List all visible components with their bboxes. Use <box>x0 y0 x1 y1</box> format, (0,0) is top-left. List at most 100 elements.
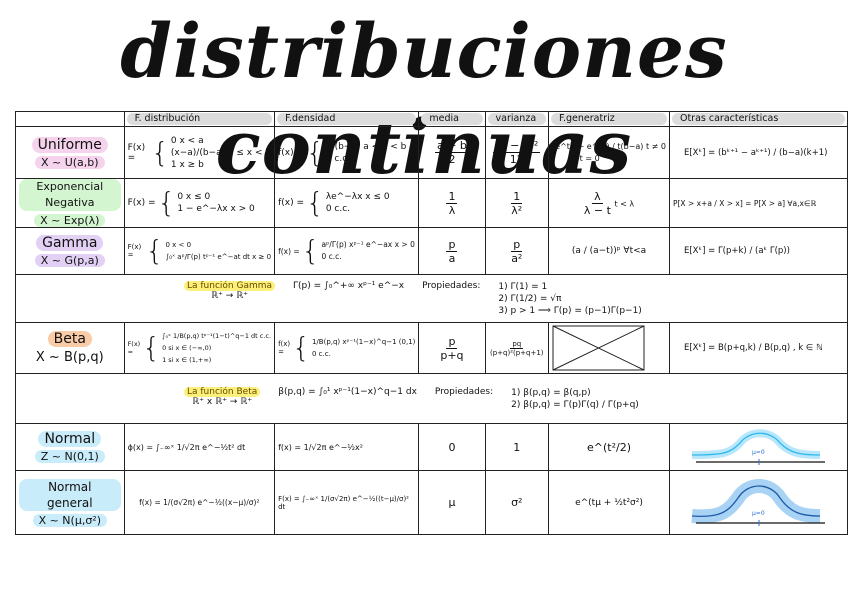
header-densidad: F.densidad <box>274 111 420 127</box>
beta-prop: 2) β(p,q) = Γ(p)Γ(q) / Γ(p+q) <box>511 399 639 410</box>
cdf-line: (x−a)/(b−a) a ≤ x < b <box>170 147 272 158</box>
normal-curve-icon <box>691 428 825 465</box>
mgf-cell: (e^tb − e^ta) / t(b−a) t ≠ 0 1 t = 0 <box>548 126 670 179</box>
row-uniforme: Uniforme X ~ U(a,b) F(x) ={0 x < a (x−a)/(… <box>15 126 848 179</box>
dist-name: Normal general <box>19 478 121 511</box>
row-gamma-function: La función Gamma ℝ⁺ → ℝ⁺ Γ(p) = ∫₀^+∞ xᵖ⁻… <box>15 274 848 323</box>
header-media: media <box>418 111 486 127</box>
mean-num: a + b <box>434 139 469 153</box>
mgf-num: λ <box>592 189 603 204</box>
dist-name: Uniforme <box>31 136 108 153</box>
var-den: 12 <box>509 153 524 166</box>
name-cell: Exponencial Negativa X ~ Exp(λ) <box>15 178 125 228</box>
variance-cell: pq (p+q)²(p+q+1) <box>484 322 550 374</box>
variance-cell: p a² <box>484 227 550 275</box>
mean-cell: p p+q <box>418 322 486 374</box>
var-den: a² <box>511 251 523 265</box>
dist-rv: X ~ N(μ,σ²) <box>32 513 107 527</box>
pdf-lhs: f(x) = <box>278 147 304 158</box>
cdf-line: ∫₀ˣ aᵖ/Γ(p) tᵖ⁻¹ e^−at dt x ≥ 0 <box>165 253 272 261</box>
beta-props-label: Propiedades: <box>434 386 494 397</box>
row-gamma: Gamma X ~ G(p,a) F(x) ={0 x < 0 ∫₀ˣ aᵖ/Γ(p… <box>15 227 848 275</box>
other-cell: P[X > x+a / X > x] = P[X > a] ∀a,x∈ℝ <box>668 178 848 228</box>
dist-rv: X ~ Exp(λ) <box>34 214 106 227</box>
pdf-cell: f(x) = 1/√2π e^−½x² <box>274 423 420 471</box>
curve-mu-label: μ=0 <box>751 448 765 456</box>
pdf-line: λe^−λx x ≤ 0 <box>325 192 390 202</box>
mgf-cond: t < λ <box>614 199 635 208</box>
beta-prop: 1) β(p,q) = β(q,p) <box>511 387 591 398</box>
dist-name: Beta <box>47 331 92 347</box>
header-varianza: varianza <box>484 111 550 127</box>
mean-den: a <box>448 251 456 265</box>
gamma-prop: 2) Γ(1/2) = √π <box>498 293 562 304</box>
mean-cell: 0 <box>418 423 486 471</box>
pdf-line: 1/B(p,q) xᵖ⁻¹(1−x)^q−1 (0,1) <box>311 338 416 346</box>
mean-den: λ <box>448 203 456 217</box>
variance-cell: σ² <box>484 470 550 535</box>
cdf-cell: f(x) = 1/(σ√2π) e^−½((x−μ)/σ)² <box>123 470 276 535</box>
mgf-cell: e^(tμ + ½t²σ²) <box>548 470 670 535</box>
cdf-lhs: F(x) = <box>127 340 141 356</box>
curve-cell: μ=0 <box>668 423 848 471</box>
var-num: p <box>511 237 523 252</box>
header-row: F. distribución F.densidad media varianz… <box>15 111 848 127</box>
variance-cell: (b − a)² 12 <box>484 126 550 179</box>
gamma-function-def: Γ(p) = ∫₀^+∞ xᵖ⁻¹ e^−x <box>293 280 405 291</box>
row-exponencial: Exponencial Negativa X ~ Exp(λ) F(x) ={0 … <box>15 178 848 228</box>
cdf-lhs: F(x) = <box>127 198 156 208</box>
name-cell: Uniforme X ~ U(a,b) <box>15 126 125 179</box>
cdf-line: 0 x < 0 <box>165 241 192 249</box>
cdf-line: 1 si x ∈ (1,+∞) <box>162 356 212 364</box>
distributions-table: F. distribución F.densidad media varianz… <box>15 111 848 535</box>
cdf-cell: ϕ(x) = ∫₋∞ˣ 1/√2π e^−½t² dt <box>123 423 276 471</box>
mean-den: p+q <box>440 348 464 362</box>
var-num: (b − a)² <box>493 139 541 153</box>
mean-num: p <box>446 237 458 252</box>
dist-name: Exponencial Negativa <box>19 179 121 211</box>
beta-function-domain: ℝ⁺ x ℝ⁺ → ℝ⁺ <box>192 396 253 407</box>
cdf-line: 1 x ≥ b <box>170 159 204 170</box>
mean-num: p <box>446 334 458 349</box>
gamma-prop: 3) p > 1 ⟹ Γ(p) = (p−1)Γ(p−1) <box>498 305 642 316</box>
curve-mu-label: μ=0 <box>751 509 765 517</box>
header-empty <box>15 111 125 127</box>
cdf-line: ∫₀ˣ 1/B(p,q) tᵖ⁻¹(1−t)^q−1 dt c.c. <box>162 332 272 340</box>
mean-den: 2 <box>448 153 456 166</box>
var-den: λ² <box>511 203 523 217</box>
row-beta-function: La función Beta ℝ⁺ x ℝ⁺ → ℝ⁺ β(p,q) = ∫₀¹… <box>15 373 848 424</box>
cdf-line: 0 si x ∈ (−∞,0) <box>162 344 212 352</box>
curve-cell: μ=0 <box>668 470 848 535</box>
mgf-line: 1 t = 0 <box>572 153 600 163</box>
beta-function-cell: La función Beta ℝ⁺ x ℝ⁺ → ℝ⁺ β(p,q) = ∫₀¹… <box>15 373 848 424</box>
var-num: pq <box>510 339 524 349</box>
mgf-cell-crossed <box>548 322 670 374</box>
other-cell: E[Xᵏ] = Γ(p+k) / (aᵏ Γ(p)) <box>668 227 848 275</box>
pdf-line: 0 c.c. <box>311 350 331 358</box>
header-distribucion: F. distribución <box>123 111 276 127</box>
mgf-cell: e^(t²/2) <box>548 423 670 471</box>
name-cell: Normal general X ~ N(μ,σ²) <box>15 470 125 535</box>
gamma-prop: 1) Γ(1) = 1 <box>498 281 548 292</box>
pdf-line: 0 c.c. <box>325 204 351 214</box>
beta-function-def: β(p,q) = ∫₀¹ xᵖ⁻¹(1−x)^q−1 dx <box>278 386 417 397</box>
mgf-den: λ − t <box>583 203 611 217</box>
pdf-cell: f(x) ={1/B(p,q) xᵖ⁻¹(1−x)^q−1 (0,1) 0 c.c… <box>274 322 420 374</box>
variance-cell: 1 <box>484 423 550 471</box>
cdf-lhs: F(x) = <box>127 243 142 259</box>
mgf-line: (e^tb − e^ta) / t(b−a) t ≠ 0 <box>552 141 666 151</box>
pdf-line: aᵖ/Γ(p) xᵖ⁻¹ e^−ax x > 0 <box>321 240 415 249</box>
header-generatriz: F.generatriz <box>548 111 670 127</box>
beta-function-label: La función Beta <box>184 386 261 397</box>
dist-rv: X ~ B(p,q) <box>29 350 110 365</box>
mean-num: 1 <box>446 189 458 204</box>
other-cell: E[Xᵏ] = B(p+q,k) / B(p,q) , k ∈ ℕ <box>668 322 848 374</box>
other-cell: E[Xᵏ] = (bᵏ⁺¹ − aᵏ⁺¹) / (b−a)(k+1) <box>668 126 848 179</box>
